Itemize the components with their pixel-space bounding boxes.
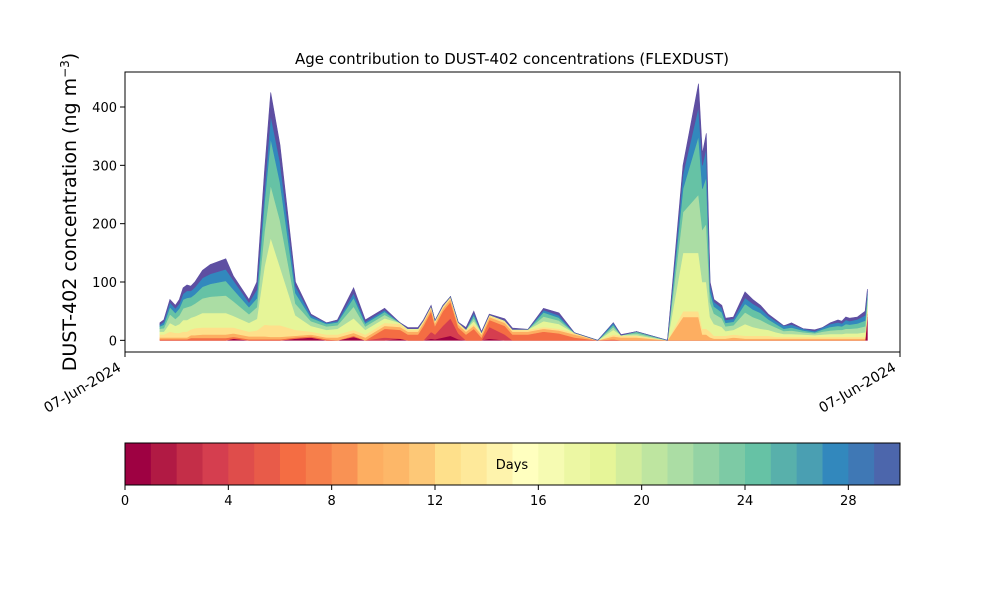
colorbar-swatch xyxy=(486,443,513,485)
colorbar-swatch xyxy=(125,443,152,485)
y-tick-label: 200 xyxy=(92,218,117,233)
colorbar-swatch xyxy=(848,443,875,485)
colorbar-swatch xyxy=(564,443,591,485)
x-tick-label-start: 07-Jun-2024 xyxy=(41,360,124,417)
colorbar-swatch xyxy=(796,443,823,485)
plot-frame xyxy=(124,71,901,353)
x-tick-label-end: 07-Jun-2024 xyxy=(816,360,899,417)
colorbar-tick-label: 0 xyxy=(121,494,129,509)
colorbar-swatch xyxy=(409,443,436,485)
colorbar-swatch xyxy=(383,443,410,485)
colorbar-frame xyxy=(124,442,901,486)
y-axis-label-text: DUST-402 concentration (ng m xyxy=(59,78,81,371)
colorbar-swatches xyxy=(125,443,901,485)
colorbar-swatch xyxy=(331,443,358,485)
y-axis: 0 100 200 300 400 xyxy=(92,101,125,349)
colorbar-swatch xyxy=(435,443,462,485)
colorbar-swatch xyxy=(874,443,901,485)
colorbar-label: Days xyxy=(496,458,529,473)
colorbar-swatch xyxy=(280,443,307,485)
colorbar-swatch xyxy=(745,443,772,485)
colorbar-swatch xyxy=(202,443,229,485)
colorbar-swatch xyxy=(150,443,178,485)
y-axis-label: DUST-402 concentration (ng m−3) xyxy=(58,53,81,371)
chart-title: Age contribution to DUST-402 concentrati… xyxy=(295,50,729,68)
y-axis-label-exponent: −3 xyxy=(58,60,72,78)
colorbar-swatch xyxy=(357,443,384,485)
plot-area: 0 100 200 300 400 07-Jun-2024 07-Jun-2024 DU… xyxy=(41,53,901,417)
colorbar: Days 0 4 8 12 16 20 24 28 xyxy=(121,442,901,509)
colorbar-swatch xyxy=(822,443,849,485)
y-tick-label: 0 xyxy=(109,334,117,349)
colorbar-tick-label: 20 xyxy=(633,494,650,509)
colorbar-swatch xyxy=(770,443,798,485)
colorbar-swatch xyxy=(667,443,694,485)
colorbar-swatch xyxy=(538,443,565,485)
colorbar-tick-label: 8 xyxy=(328,494,336,509)
colorbar-tick-label: 24 xyxy=(737,494,754,509)
stacked-areas xyxy=(159,83,868,341)
y-tick-label: 100 xyxy=(92,276,117,291)
colorbar-swatch xyxy=(512,443,539,485)
x-axis: 07-Jun-2024 07-Jun-2024 xyxy=(41,352,901,417)
y-axis-label-close: ) xyxy=(59,53,81,60)
colorbar-swatch xyxy=(641,443,668,485)
colorbar-swatch xyxy=(590,443,617,485)
y-tick-label: 400 xyxy=(92,101,117,116)
colorbar-swatch xyxy=(615,443,643,485)
colorbar-swatch xyxy=(228,443,255,485)
colorbar-swatch xyxy=(460,443,488,485)
colorbar-swatch xyxy=(254,443,281,485)
colorbar-tick-label: 12 xyxy=(427,494,444,509)
colorbar-swatch xyxy=(693,443,720,485)
colorbar-swatch xyxy=(305,443,333,485)
colorbar-ticks: 0 4 8 12 16 20 24 28 xyxy=(121,485,857,509)
colorbar-swatch xyxy=(176,443,203,485)
colorbar-tick-label: 16 xyxy=(530,494,547,509)
area-band-10 xyxy=(159,83,868,341)
y-tick-label: 300 xyxy=(92,159,117,174)
colorbar-tick-label: 28 xyxy=(840,494,857,509)
colorbar-tick-label: 4 xyxy=(224,494,232,509)
colorbar-swatch xyxy=(719,443,746,485)
